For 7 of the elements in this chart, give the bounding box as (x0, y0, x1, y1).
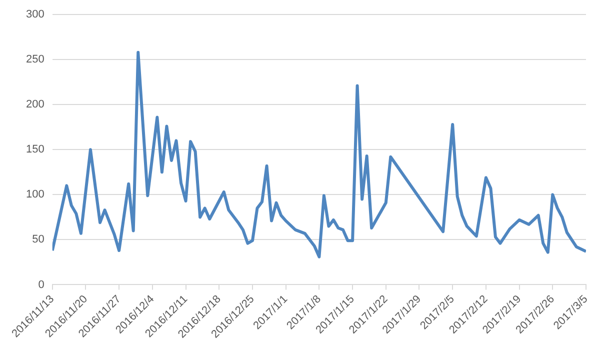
y-tick-label: 100 (26, 188, 44, 201)
y-tick-label: 0 (38, 278, 44, 291)
y-tick-label: 300 (26, 8, 44, 21)
y-tick-label: 200 (26, 98, 44, 111)
y-tick-label: 250 (26, 54, 44, 66)
y-tick-label: 150 (26, 144, 44, 156)
y-tick-label: 50 (32, 234, 44, 246)
